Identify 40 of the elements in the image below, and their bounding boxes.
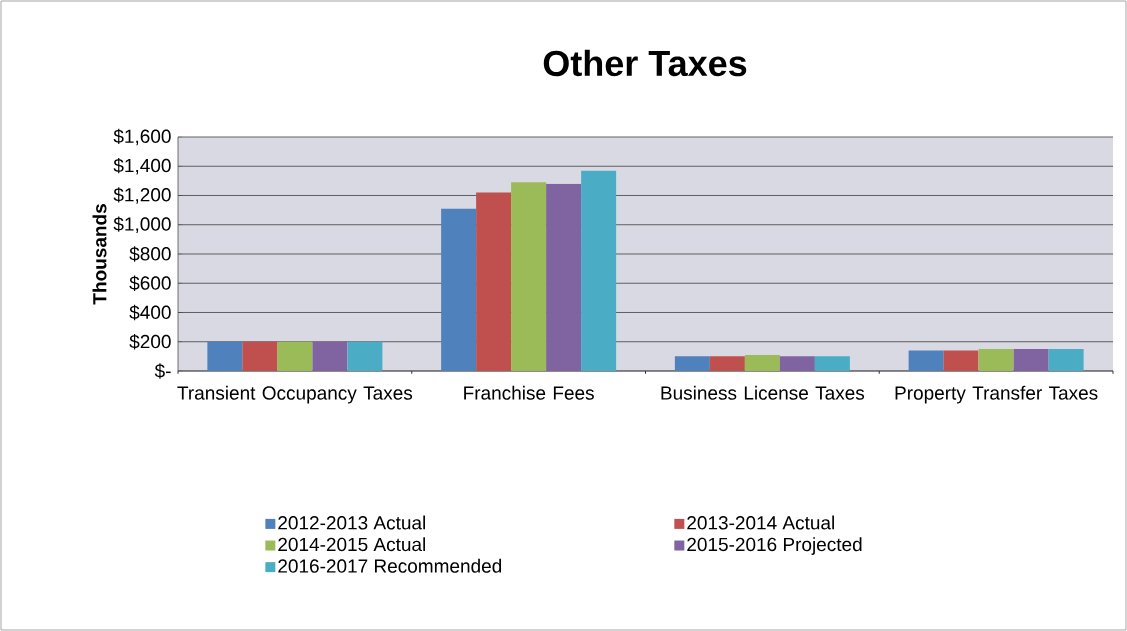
y-tick-label: $- <box>154 363 171 379</box>
bar <box>511 182 547 371</box>
x-tick-label: Property Transfer Taxes <box>895 385 1098 404</box>
bar <box>943 350 979 371</box>
bar <box>242 341 278 371</box>
bar <box>908 350 944 371</box>
bar <box>277 341 313 371</box>
bar <box>1048 349 1084 371</box>
y-tick-label: $1,200 <box>113 187 171 204</box>
legend-label: 2012-2013 Actual <box>278 515 425 530</box>
bar <box>814 356 850 371</box>
chart-title: Other Taxes <box>543 49 747 77</box>
y-tick-label: $800 <box>129 246 171 262</box>
y-tick-label: $600 <box>129 275 171 291</box>
bar <box>674 356 710 371</box>
legend-label: 2014-2015 Actual <box>278 537 425 552</box>
bar <box>441 208 477 371</box>
bar <box>476 192 512 371</box>
y-tick-label: $1,000 <box>113 216 171 233</box>
legend-label: 2015-2016 Projected <box>687 537 862 555</box>
bar <box>207 341 243 371</box>
x-tick-label: Business License Taxes <box>661 385 865 400</box>
bar <box>312 341 348 371</box>
legend-label: 2013-2014 Actual <box>687 515 834 530</box>
bar <box>779 356 815 371</box>
bar <box>709 356 745 371</box>
y-tick-label: $400 <box>129 304 171 321</box>
y-tick-label: $200 <box>129 334 171 350</box>
bar <box>581 170 617 371</box>
x-tick-label: Transient Occupancy Taxes <box>177 385 413 404</box>
bar <box>1013 349 1049 371</box>
x-tick-label: Franchise Fees <box>464 385 594 400</box>
y-tick-label: $1,400 <box>113 158 171 175</box>
bar <box>546 183 582 371</box>
bar <box>347 341 383 371</box>
legend-label: 2016-2017 Recommended <box>278 558 502 573</box>
bar <box>978 349 1014 371</box>
y-tick-label: $1,600 <box>113 128 171 146</box>
y-axis-title: Thousands <box>92 204 107 305</box>
bar <box>744 354 780 371</box>
